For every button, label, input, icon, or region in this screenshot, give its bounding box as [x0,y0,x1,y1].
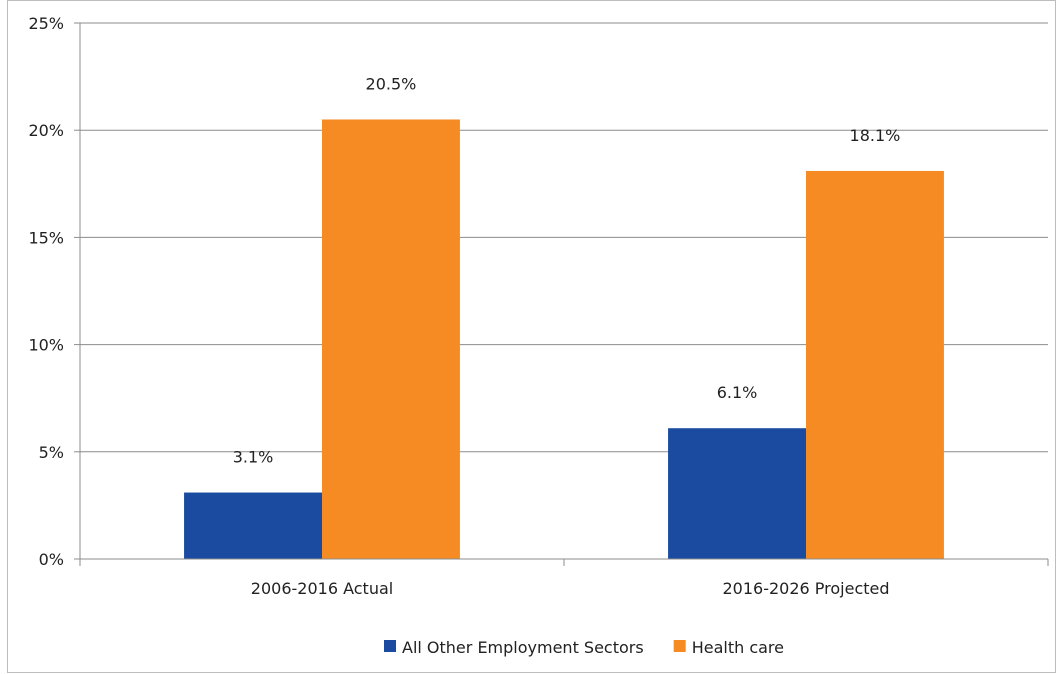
x-axis-ticks: 2006-2016 Actual 2016-2026 Projected [79,559,1049,598]
legend-label: All Other Employment Sectors [402,638,644,657]
bar-all-other-sectors [668,428,806,559]
data-label: 18.1% [850,126,901,145]
legend-swatch [673,640,686,652]
y-tick-label: 15% [28,228,64,247]
y-tick-label: 20% [28,121,64,140]
y-tick-label: 5% [39,443,64,462]
y-tick-label: 10% [28,336,64,355]
bar-health-care [806,170,944,559]
legend-item: All Other Employment Sectors [384,638,644,657]
legend-item: Health care [673,638,784,657]
data-label: 6.1% [717,383,758,402]
bar-health-care [322,119,460,559]
bar-all-other-sectors [184,492,322,559]
legend-swatch [384,640,396,652]
x-tick-label: 2016-2026 Projected [722,579,889,598]
x-tick-label: 2006-2016 Actual [251,579,393,598]
data-label: 3.1% [233,448,274,467]
bars [184,119,944,559]
data-label: 20.5% [366,74,417,93]
legend-label: Health care [692,638,784,657]
y-axis-ticks: 0% 5% 10% 15% 20% 25% [28,14,80,569]
data-labels: 3.1% 20.5% 6.1% 18.1% [233,74,901,466]
legend: All Other Employment Sectors Health care [384,638,784,657]
y-tick-label: 25% [28,14,64,33]
y-tick-label: 0% [39,550,64,569]
chart-border [7,0,1056,673]
